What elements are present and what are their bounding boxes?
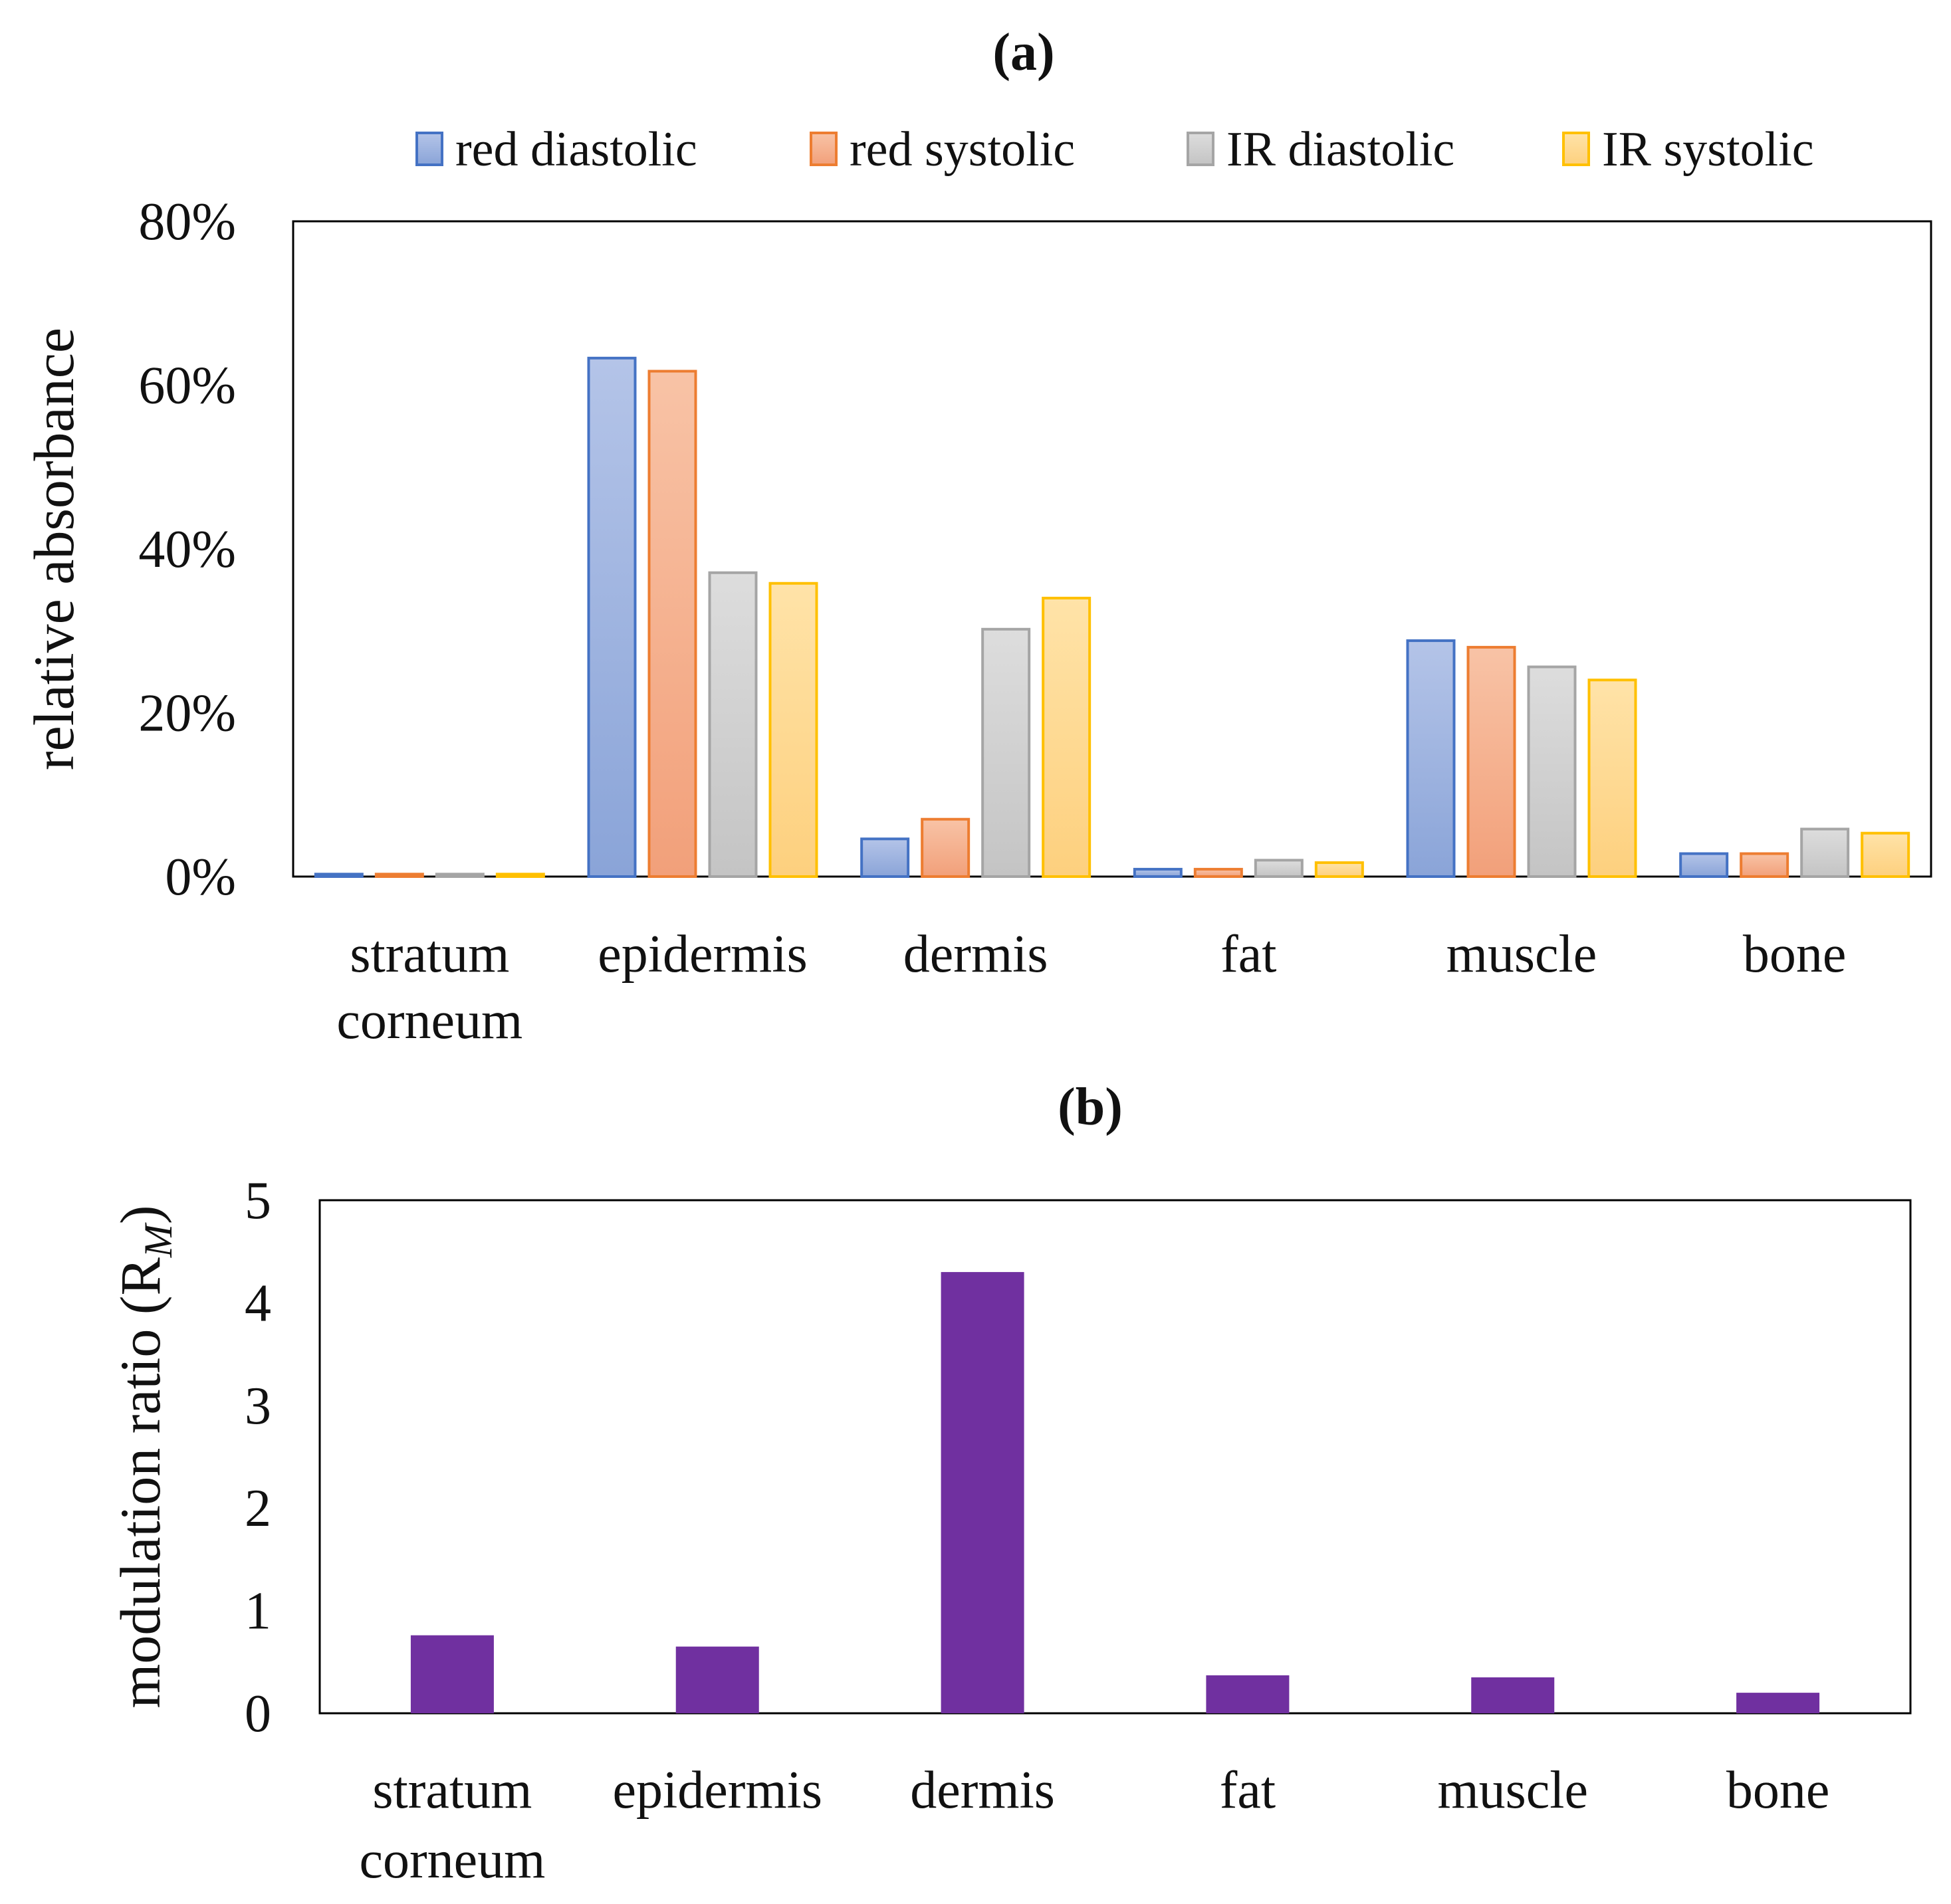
legend-swatch-red-systolic — [810, 132, 838, 166]
bar-red-systolic-muscle — [1466, 645, 1516, 879]
chart-b-y-tick-3: 3 — [245, 1377, 271, 1435]
bar-modulation-ratio-epidermis — [675, 1646, 759, 1713]
bar-modulation-ratio-stratum-corneum — [410, 1635, 494, 1713]
chart-a-legend: red diastolic red systolic IR diastolic … — [415, 122, 1814, 177]
bar-ir-diastolic-muscle — [1527, 665, 1577, 878]
legend-item-ir-systolic: IR systolic — [1562, 122, 1814, 177]
bar-modulation-ratio-dermis — [941, 1272, 1024, 1713]
bar-red-diastolic-dermis — [860, 837, 910, 879]
chart-a-x-label-epidermis: epidermis — [598, 925, 807, 984]
chart-b-y-tick-5: 5 — [245, 1172, 271, 1230]
legend-item-ir-diastolic: IR diastolic — [1187, 122, 1454, 177]
chart-b-y-tick-4: 4 — [245, 1274, 271, 1332]
chart-a-x-categories: stratum corneum epidermis dermis fat muscle bo… — [336, 925, 1846, 1050]
bar-modulation-ratio-fat — [1206, 1675, 1290, 1713]
bar-red-systolic-bone — [1740, 852, 1789, 878]
chart-b-x-label-muscle: muscle — [1437, 1761, 1588, 1820]
bar-ir-systolic-stratum-corneum — [495, 873, 545, 878]
legend-swatch-red-diastolic — [415, 132, 443, 166]
bar-modulation-ratio-bone — [1736, 1693, 1820, 1713]
legend-label-red-diastolic: red diastolic — [455, 122, 697, 177]
chart-a-y-tick-20: 20% — [138, 685, 236, 743]
chart-b-y-axis-title-sub: M — [136, 1222, 180, 1258]
bar-red-diastolic-stratum-corneum — [314, 873, 364, 878]
chart-a-title: (a) — [992, 23, 1054, 82]
bar-ir-diastolic-dermis — [981, 627, 1031, 878]
legend-swatch-ir-systolic — [1562, 132, 1590, 166]
chart-b-y-axis-title-close: ) — [108, 1206, 172, 1225]
bar-ir-systolic-bone — [1861, 831, 1910, 878]
bar-red-diastolic-epidermis — [587, 356, 637, 878]
bar-red-systolic-epidermis — [647, 370, 697, 878]
chart-a-x-label-bone: bone — [1743, 925, 1847, 984]
chart-a-plot-frame — [292, 220, 1932, 878]
chart-a-y-ticks: 0% 20% 40% 60% 80% — [138, 193, 236, 906]
chart-b-y-axis-title: modulation ratio (RM) — [108, 1206, 180, 1709]
chart-a-y-tick-0: 0% — [165, 848, 236, 906]
bar-red-systolic-dermis — [921, 817, 971, 878]
chart-b-y-ticks: 0 1 2 3 4 5 — [245, 1172, 271, 1743]
legend-item-red-systolic: red systolic — [810, 122, 1075, 177]
bar-ir-systolic-dermis — [1042, 596, 1091, 878]
chart-a-y-axis-title: relative absorbance — [22, 328, 86, 770]
chart-b-x-label-epidermis: epidermis — [613, 1761, 822, 1820]
bar-ir-diastolic-epidermis — [708, 571, 758, 878]
chart-b-bars — [410, 1272, 1820, 1713]
chart-b-x-categories: stratum corneum epidermis dermis fat muscle bo… — [359, 1761, 1829, 1889]
chart-b-y-axis-title-main: modulation ratio (R — [108, 1257, 172, 1709]
bar-ir-diastolic-fat — [1254, 859, 1304, 878]
bar-red-diastolic-muscle — [1406, 639, 1456, 878]
bar-ir-systolic-fat — [1314, 861, 1364, 878]
chart-a-y-tick-40: 40% — [138, 520, 236, 579]
chart-b-x-label-dermis: dermis — [910, 1761, 1055, 1820]
bar-ir-systolic-epidermis — [768, 582, 818, 878]
legend-label-ir-diastolic: IR diastolic — [1226, 122, 1454, 177]
bar-modulation-ratio-muscle — [1471, 1677, 1555, 1713]
chart-b-x-label-fat: fat — [1220, 1761, 1276, 1820]
legend-label-red-systolic: red systolic — [850, 122, 1075, 177]
chart-b-title: (b) — [1058, 1078, 1123, 1136]
bar-ir-systolic-muscle — [1587, 679, 1637, 878]
chart-b-y-tick-0: 0 — [245, 1685, 271, 1743]
bar-ir-diastolic-stratum-corneum — [435, 873, 485, 878]
legend-label-ir-systolic: IR systolic — [1602, 122, 1814, 177]
chart-a-x-label-muscle: muscle — [1446, 925, 1597, 984]
chart-a-bars — [314, 356, 1910, 879]
chart-b: (b) modulation ratio (RM) 0 1 2 3 4 5 stratum… — [108, 1078, 1912, 1889]
chart-b-x-label-stratum-corneum: stratum corneum — [359, 1761, 545, 1889]
chart-a-x-label-dermis: dermis — [903, 925, 1048, 984]
chart-a-x-label-stratum-corneum: stratum corneum — [336, 925, 522, 1050]
legend-item-red-diastolic: red diastolic — [415, 122, 697, 177]
chart-a-x-label-fat: fat — [1220, 925, 1276, 984]
bar-ir-diastolic-bone — [1800, 827, 1850, 879]
legend-swatch-ir-diastolic — [1187, 132, 1214, 166]
chart-a-y-tick-60: 60% — [138, 357, 236, 415]
chart-b-x-label-bone: bone — [1726, 1761, 1830, 1820]
chart-b-y-tick-2: 2 — [245, 1479, 271, 1538]
chart-b-y-tick-1: 1 — [245, 1582, 271, 1641]
bar-red-systolic-fat — [1193, 867, 1243, 878]
bar-red-systolic-stratum-corneum — [374, 873, 424, 878]
chart-a-y-tick-80: 80% — [138, 193, 236, 251]
chart-b-plot-frame — [318, 1199, 1912, 1715]
bar-red-diastolic-bone — [1679, 852, 1729, 878]
bar-red-diastolic-fat — [1133, 867, 1183, 878]
chart-a: (a) red diastolic red systolic IR diasto… — [22, 23, 1932, 1050]
